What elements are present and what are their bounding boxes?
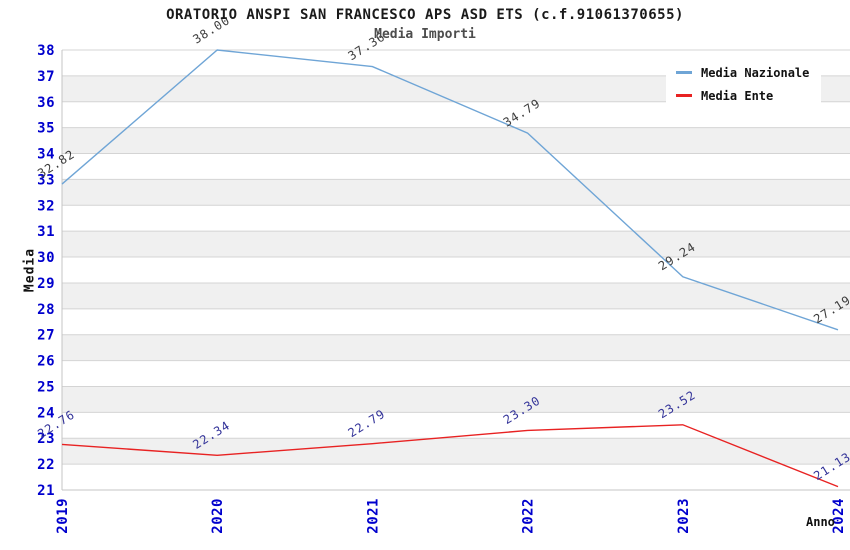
- plot-band: [62, 360, 850, 387]
- plot-band: [62, 438, 850, 465]
- plot-band: [62, 412, 850, 439]
- x-axis-title: Anno: [806, 515, 835, 529]
- y-tick-label: 37: [37, 69, 55, 85]
- y-tick-label: 36: [37, 95, 55, 111]
- x-tick-label: 2019: [55, 498, 71, 534]
- x-tick-label: 2022: [521, 498, 537, 534]
- plot-band: [62, 153, 850, 180]
- plot-band: [62, 282, 850, 309]
- y-tick-label: 22: [37, 457, 55, 473]
- plot-band: [62, 231, 850, 258]
- series-line-media-ente: [61, 424, 839, 488]
- y-tick-label: 28: [37, 302, 55, 318]
- plot-band: [62, 334, 850, 361]
- plot-band: [62, 205, 850, 232]
- legend-label-media-ente: Media Ente: [701, 88, 774, 103]
- chart-title: ORATORIO ANSPI SAN FRANCESCO APS ASD ETS…: [166, 7, 684, 23]
- series-line-media-nazionale: [61, 49, 839, 331]
- x-tick-label: 2021: [365, 498, 381, 534]
- plot-band: [62, 179, 850, 206]
- legend: Media Nazionale Media Ente: [666, 54, 822, 114]
- plot-band: [62, 127, 850, 154]
- plot-band: [62, 464, 850, 490]
- y-tick-label: 33: [37, 172, 55, 188]
- legend-item-media-nazionale: Media Nazionale: [676, 61, 809, 84]
- y-tick-label: 24: [37, 405, 55, 421]
- y-tick-label: 38: [37, 43, 55, 59]
- plot-band: [62, 308, 850, 335]
- y-axis-title: Media: [22, 247, 38, 293]
- y-tick-label: 30: [37, 250, 55, 266]
- y-tick-label: 31: [37, 224, 55, 240]
- x-tick-label: 2020: [210, 498, 226, 534]
- y-tick-label: 26: [37, 354, 55, 370]
- plot-band: [62, 386, 850, 413]
- x-tick-label: 2023: [676, 498, 692, 534]
- legend-swatch-media-nazionale: [676, 71, 692, 74]
- legend-item-media-ente: Media Ente: [676, 84, 809, 107]
- y-tick-label: 23: [37, 431, 55, 447]
- x-tick-label: 2024: [831, 498, 847, 534]
- plot-band: [62, 257, 850, 283]
- y-tick-label: 34: [37, 147, 55, 163]
- y-tick-label: 35: [37, 121, 55, 137]
- y-tick-label: 21: [37, 483, 55, 499]
- y-tick-label: 27: [37, 328, 55, 344]
- y-tick-label: 29: [37, 276, 55, 292]
- legend-label-media-nazionale: Media Nazionale: [701, 65, 810, 80]
- legend-swatch-media-ente: [676, 94, 692, 97]
- y-tick-label: 25: [37, 379, 55, 395]
- y-tick-label: 32: [37, 198, 55, 214]
- chart-subtitle: Media Importi: [374, 27, 476, 42]
